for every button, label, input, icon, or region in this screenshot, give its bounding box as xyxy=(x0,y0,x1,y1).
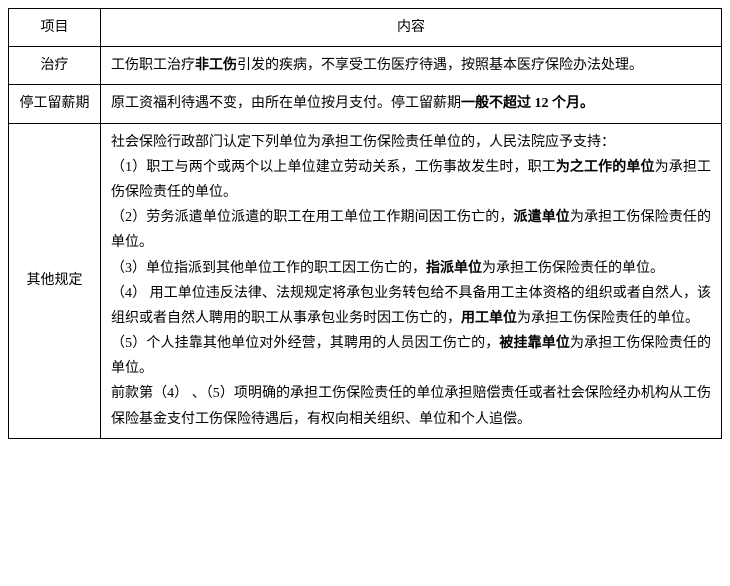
bold-text: 指派单位 xyxy=(426,261,482,276)
plain-text: （5）个人挂靠其他单位对外经营，其聘用的人员因工伤亡的， xyxy=(111,336,499,351)
bold-text: 用工单位 xyxy=(461,311,517,326)
plain-text: （3）单位指派到其他单位工作的职工因工伤亡的， xyxy=(111,261,426,276)
table-row: 其他规定 社会保险行政部门认定下列单位为承担工伤保险责任单位的，人民法院应予支持… xyxy=(9,123,722,438)
bold-text: 为之工作的单位 xyxy=(556,160,655,175)
header-col1: 项目 xyxy=(9,9,101,47)
row-label: 停工留薪期 xyxy=(9,85,101,123)
content-paragraph: 原工资福利待遇不变，由所在单位按月支付。停工留薪期一般不超过 12 个月。 xyxy=(111,91,711,116)
row-content: 社会保险行政部门认定下列单位为承担工伤保险责任单位的，人民法院应予支持： （1）… xyxy=(101,123,722,438)
table-header-row: 项目 内容 xyxy=(9,9,722,47)
plain-text: 前款第（4） 、（5）项明确的承担工伤保险责任的单位承担赔偿责任或者社会保险经办… xyxy=(111,386,711,426)
content-paragraph: （4） 用工单位违反法律、法规规定将承包业务转包给不具备用工主体资格的组织或者自… xyxy=(111,281,711,331)
plain-text: （2）劳务派遣单位派遣的职工在用工单位工作期间因工伤亡的， xyxy=(111,210,513,225)
row-label: 治疗 xyxy=(9,47,101,85)
bold-text: 非工伤 xyxy=(195,58,237,73)
plain-text: 社会保险行政部门认定下列单位为承担工伤保险责任单位的，人民法院应予支持： xyxy=(111,135,615,150)
content-paragraph: （3）单位指派到其他单位工作的职工因工伤亡的，指派单位为承担工伤保险责任的单位。 xyxy=(111,256,711,281)
content-paragraph: 前款第（4） 、（5）项明确的承担工伤保险责任的单位承担赔偿责任或者社会保险经办… xyxy=(111,381,711,431)
table-row: 停工留薪期 原工资福利待遇不变，由所在单位按月支付。停工留薪期一般不超过 12 … xyxy=(9,85,722,123)
plain-text: （1）职工与两个或两个以上单位建立劳动关系，工伤事故发生时，职工 xyxy=(111,160,556,175)
bold-text: 派遣单位 xyxy=(513,210,569,225)
table-row: 治疗 工伤职工治疗非工伤引发的疾病，不享受工伤医疗待遇，按照基本医疗保险办法处理… xyxy=(9,47,722,85)
bold-text: 被挂靠单位 xyxy=(499,336,570,351)
content-paragraph: （2）劳务派遣单位派遣的职工在用工单位工作期间因工伤亡的，派遣单位为承担工伤保险… xyxy=(111,205,711,255)
content-paragraph: （1）职工与两个或两个以上单位建立劳动关系，工伤事故发生时，职工为之工作的单位为… xyxy=(111,155,711,205)
content-paragraph: 工伤职工治疗非工伤引发的疾病，不享受工伤医疗待遇，按照基本医疗保险办法处理。 xyxy=(111,53,711,78)
plain-text: 为承担工伤保险责任的单位。 xyxy=(482,261,664,276)
content-paragraph: （5）个人挂靠其他单位对外经营，其聘用的人员因工伤亡的，被挂靠单位为承担工伤保险… xyxy=(111,331,711,381)
row-content: 工伤职工治疗非工伤引发的疾病，不享受工伤医疗待遇，按照基本医疗保险办法处理。 xyxy=(101,47,722,85)
plain-text: 引发的疾病，不享受工伤医疗待遇，按照基本医疗保险办法处理。 xyxy=(237,58,643,73)
content-paragraph: 社会保险行政部门认定下列单位为承担工伤保险责任单位的，人民法院应予支持： xyxy=(111,130,711,155)
row-content: 原工资福利待遇不变，由所在单位按月支付。停工留薪期一般不超过 12 个月。 xyxy=(101,85,722,123)
plain-text: 原工资福利待遇不变，由所在单位按月支付。停工留薪期 xyxy=(111,96,461,111)
row-label: 其他规定 xyxy=(9,123,101,438)
regulation-table: 项目 内容 治疗 工伤职工治疗非工伤引发的疾病，不享受工伤医疗待遇，按照基本医疗… xyxy=(8,8,722,439)
bold-text: 一般不超过 12 个月。 xyxy=(461,96,594,111)
plain-text: 为承担工伤保险责任的单位。 xyxy=(517,311,699,326)
plain-text: 工伤职工治疗 xyxy=(111,58,195,73)
header-col2: 内容 xyxy=(101,9,722,47)
